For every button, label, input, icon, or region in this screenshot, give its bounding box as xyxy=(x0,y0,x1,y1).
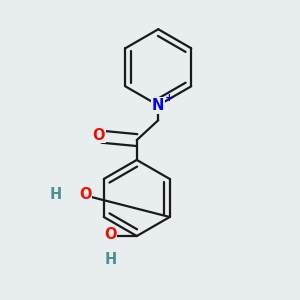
Text: O: O xyxy=(79,187,92,202)
Text: O: O xyxy=(104,227,116,242)
Text: H: H xyxy=(104,252,116,267)
Text: O: O xyxy=(92,128,105,142)
Text: N: N xyxy=(152,98,164,113)
Text: +: + xyxy=(164,93,173,103)
Text: H: H xyxy=(50,187,62,202)
